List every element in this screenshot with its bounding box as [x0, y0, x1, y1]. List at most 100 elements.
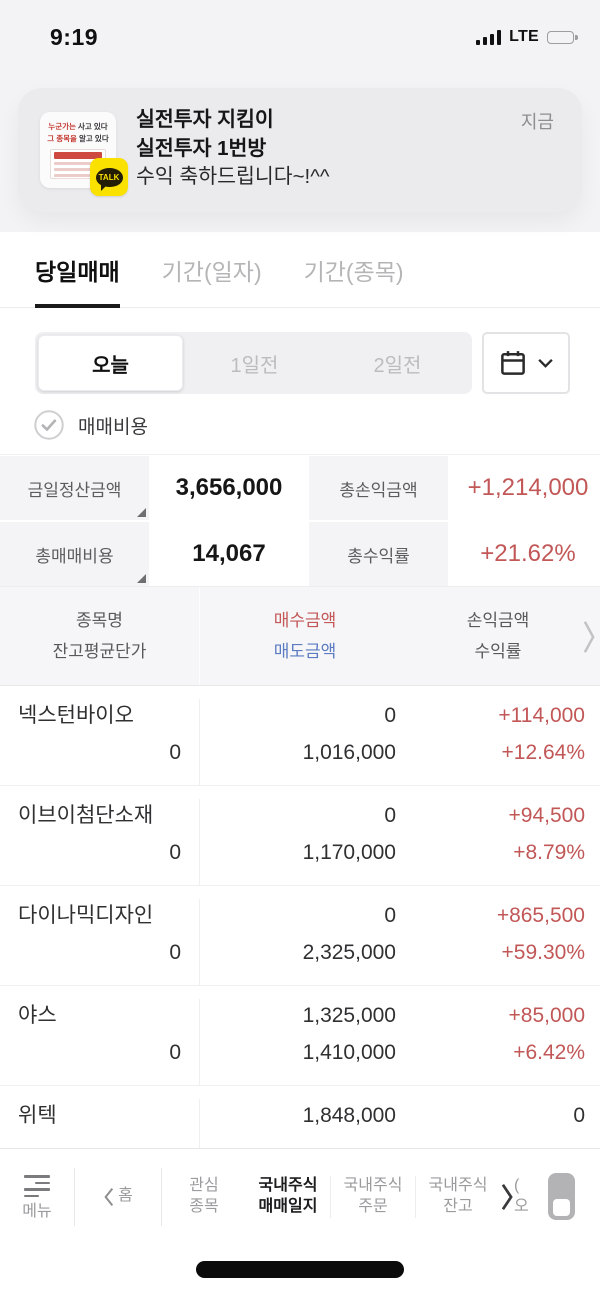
- summary-value-total-return: +21.62%: [450, 522, 600, 586]
- summary-value-settlement: 3,656,000: [151, 456, 307, 520]
- battery-icon: [547, 30, 578, 44]
- fee-toggle-row: 매매비용: [0, 394, 600, 442]
- nav-item-order[interactable]: 국내주식 주문: [331, 1177, 415, 1217]
- nav-item-watchlist[interactable]: 관심 종목: [162, 1177, 246, 1217]
- table-row[interactable]: 다이나믹디자인 0 0 2,325,000 +865,500 +59.30%: [0, 886, 600, 986]
- summary-label-settlement[interactable]: 금일정산금액: [0, 456, 149, 520]
- clock: 9:19: [50, 23, 99, 50]
- sell-amount-value: 1,170,000: [302, 841, 396, 864]
- summary-grid: 금일정산금액 3,656,000 총손익금액 +1,214,000 총매매비용 …: [0, 454, 600, 586]
- profit-amount-value: +865,500: [496, 904, 585, 927]
- profit-amount-value: +114,000: [498, 704, 585, 727]
- tab-daily-trading[interactable]: 당일매매: [35, 232, 120, 308]
- signal-icon: [475, 29, 502, 45]
- nav-home-button[interactable]: 홈: [75, 1187, 161, 1207]
- summary-label-total-fee[interactable]: 총매매비용: [0, 522, 149, 586]
- segment-today[interactable]: 오늘: [38, 335, 183, 391]
- nav-divider: [415, 1175, 416, 1218]
- sell-amount-value: 2,325,000: [302, 941, 396, 964]
- return-rate-value: +12.64%: [501, 741, 586, 764]
- nav-scroll-right-chevron-icon[interactable]: [500, 1182, 514, 1212]
- summary-value-total-fee: 14,067: [151, 522, 307, 586]
- nav-item-trading-journal[interactable]: 국내주식 매매일지: [246, 1177, 330, 1217]
- tab-bar: 당일매매 기간(일자) 기간(종목): [0, 232, 600, 308]
- nav-item-label: 국내주식: [428, 1176, 488, 1194]
- stock-name: 다이나믹디자인: [18, 904, 154, 927]
- buy-amount-value: 1,325,000: [302, 1004, 396, 1027]
- nav-item-label: 잔고: [443, 1198, 473, 1215]
- nav-item-label: 오: [514, 1198, 529, 1215]
- notification-thumbnail: 누군가는 사고 있다 그 종목을 알고 있다 TALK: [40, 112, 128, 196]
- network-label: LTE: [509, 28, 539, 45]
- nav-menu-button[interactable]: 메뉴: [0, 1171, 74, 1221]
- avg-price-value: 0: [169, 1041, 181, 1064]
- phone-icon[interactable]: [548, 1173, 575, 1220]
- table-row[interactable]: 야스 0 1,325,000 1,410,000 +85,000 +6.42%: [0, 986, 600, 1086]
- chevron-down-icon: [538, 358, 553, 368]
- notification-time: 지금: [520, 112, 554, 132]
- stock-name: 이브이첨단소재: [18, 804, 154, 827]
- kakaotalk-label: TALK: [98, 172, 120, 182]
- nav-item-partial[interactable]: ( 오: [514, 1177, 534, 1217]
- tab-period-by-date[interactable]: 기간(일자): [161, 258, 262, 285]
- avg-price-value: 0: [169, 741, 181, 764]
- nav-item-label: 국내주식: [343, 1176, 403, 1194]
- nav-item-label: 매매일지: [258, 1198, 318, 1215]
- tab-period-by-stock[interactable]: 기간(종목): [303, 258, 404, 285]
- notification-title: 실전투자 지킴이: [136, 108, 274, 131]
- thumbnail-image: 누군가는 사고 있다 그 종목을 알고 있다: [40, 112, 116, 188]
- stock-name: 넥스턴바이오: [18, 704, 134, 727]
- menu-icon: [24, 1175, 50, 1198]
- segment-2-days-ago[interactable]: 2일전: [373, 354, 422, 377]
- sell-amount-value: 1,410,000: [302, 1041, 396, 1064]
- nav-item-label: 종목: [189, 1198, 219, 1215]
- scroll-right-chevron-icon[interactable]: [582, 619, 596, 655]
- header-profit-amount: 손익금액: [466, 611, 530, 630]
- header-sell-amount: 매도금액: [273, 642, 337, 661]
- header-return-rate: 수익률: [474, 642, 522, 661]
- nav-item-label: 국내주식: [258, 1176, 318, 1194]
- stock-name: 위텍: [18, 1104, 57, 1127]
- thumb-text: 사고 있다: [75, 122, 108, 131]
- notification-message: 수익 축하드립니다~!^^: [136, 165, 330, 189]
- sell-amount-value: 1,016,000: [302, 741, 396, 764]
- kakao-notification[interactable]: 지금 누군가는 사고 있다 그 종목을 알고 있다 TALK 실전투자 지킴이 …: [18, 88, 582, 212]
- summary-label-total-pnl: 총손익금액: [309, 456, 448, 520]
- nav-item-label: 주문: [358, 1198, 388, 1215]
- buy-amount-value: 1,848,000: [302, 1104, 396, 1127]
- kakaotalk-icon: TALK: [90, 158, 128, 196]
- thumb-text: 그 종목을: [47, 133, 77, 143]
- period-controls: 오늘 1일전 2일전: [0, 308, 600, 394]
- period-segmented-control: 오늘 1일전 2일전: [35, 332, 472, 394]
- summary-label-total-return: 총수익률: [309, 522, 448, 586]
- avg-price-value: 0: [169, 841, 181, 864]
- thumb-chart-graphic: [50, 149, 106, 180]
- nav-divider: [330, 1175, 331, 1218]
- header-avg-price: 잔고평균단가: [52, 642, 147, 661]
- buy-amount-value: 0: [384, 904, 396, 927]
- stock-name: 야스: [18, 1004, 57, 1027]
- notification-subtitle: 실전투자 1번방: [136, 136, 267, 160]
- calendar-icon: [501, 351, 525, 375]
- check-circle-icon[interactable]: [33, 409, 65, 441]
- table-row[interactable]: 위텍 1,848,000 0: [0, 1086, 600, 1148]
- profit-amount-value: 0: [573, 1104, 585, 1127]
- calendar-picker-button[interactable]: [482, 332, 570, 394]
- home-indicator[interactable]: [196, 1261, 404, 1278]
- profit-amount-value: +85,000: [508, 1004, 586, 1027]
- nav-item-label: 관심: [189, 1176, 219, 1194]
- table-row[interactable]: 이브이첨단소재 0 0 1,170,000 +94,500 +8.79%: [0, 786, 600, 886]
- nav-divider: [161, 1167, 162, 1226]
- header-stock-name: 종목명: [76, 611, 123, 630]
- table-row[interactable]: 넥스턴바이오 0 0 1,016,000 +114,000 +12.64%: [0, 686, 600, 786]
- segment-1-day-ago[interactable]: 1일전: [230, 354, 279, 377]
- nav-item-balance[interactable]: 국내주식 잔고: [416, 1177, 500, 1217]
- top-zone: 9:19 LTE 지금 누군가는 사고 있다 그 종목을 알고 있다 TALK …: [0, 0, 600, 232]
- status-bar: 9:19 LTE: [0, 0, 600, 60]
- table-header: 종목명 잔고평균단가 매수금액 매도금액 손익금액 수익률: [0, 586, 600, 686]
- footer: [0, 1244, 600, 1299]
- header-buy-amount: 매수금액: [273, 611, 337, 630]
- nav-home-label: 홈: [118, 1187, 133, 1205]
- buy-amount-value: 0: [384, 704, 396, 727]
- bottom-nav-bar: 메뉴 홈 관심 종목 국내주식 매매일지 국내주식 주문 국내주식 잔고 ( 오: [0, 1148, 600, 1244]
